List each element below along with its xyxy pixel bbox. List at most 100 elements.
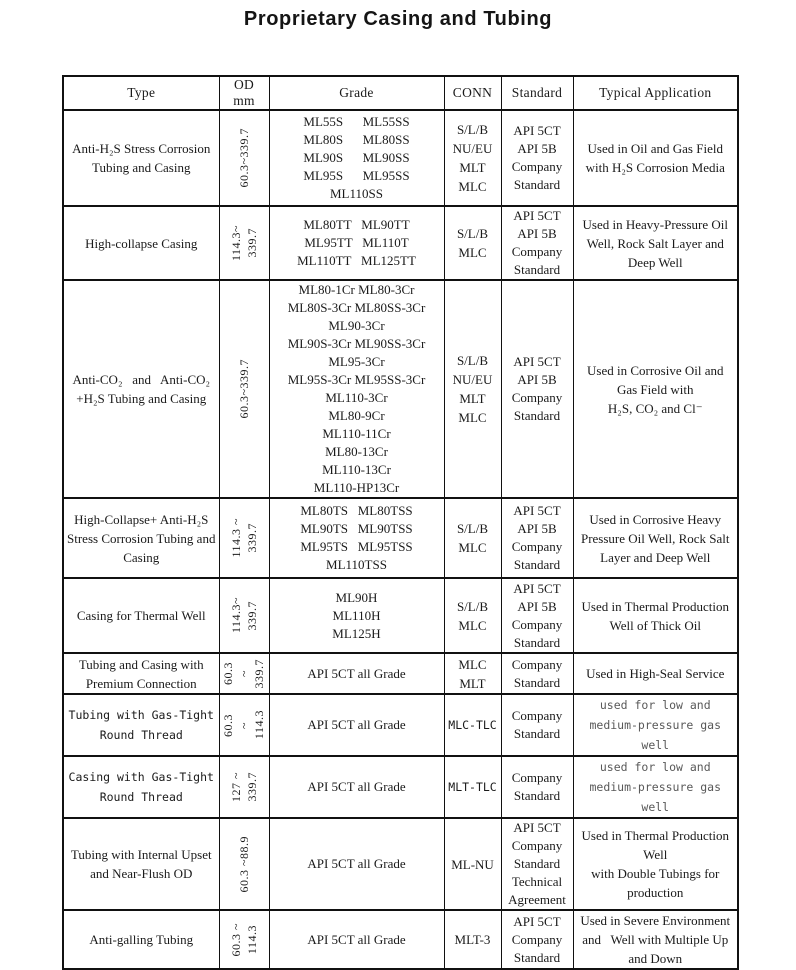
conn-cell: S/L/B MLC bbox=[443, 577, 502, 654]
od-range: 60.3 ~114.3 bbox=[220, 710, 268, 740]
conn-cell: S/L/B MLC bbox=[443, 497, 502, 579]
type-cell: High-Collapse+ Anti-H₂S Stress Corrosion… bbox=[62, 497, 220, 579]
od-cell: 127 ~339.7 bbox=[218, 755, 270, 819]
table-row: High-Collapse+ Anti-H₂S Stress Corrosion… bbox=[62, 497, 739, 579]
standard-cell: API 5CT API 5B Company Standard bbox=[500, 109, 574, 207]
casing-tubing-table: Type OD mm Grade CONN Standard Typical Applic… bbox=[62, 75, 739, 970]
column-header-od-mm: OD mm bbox=[218, 75, 270, 111]
od-cell: 60.3 ~114.3 bbox=[218, 909, 270, 970]
application-cell: Used in Corrosive Oil and Gas Field with… bbox=[572, 279, 739, 499]
conn-cell: ML-NU bbox=[443, 817, 502, 911]
type-cell: Tubing with Internal Upset and Near-Flus… bbox=[62, 817, 220, 911]
table-row: Anti-H₂S Stress Corrosion Tubing and Cas… bbox=[62, 109, 739, 207]
grade-cell: API 5CT all Grade bbox=[268, 755, 445, 819]
table-row: Anti-CO₂ and Anti-CO₂ +H₂S Tubing and Ca… bbox=[62, 279, 739, 499]
page-title: Proprietary Casing and Tubing bbox=[243, 8, 553, 30]
column-header-grade: Grade bbox=[268, 75, 445, 111]
od-vertical-text: 339.7 bbox=[244, 600, 259, 631]
application-cell: Used in Thermal Production Well with Dou… bbox=[572, 817, 739, 911]
od-range: 127 ~339.7 bbox=[220, 772, 268, 802]
column-header-conn: CONN bbox=[443, 75, 502, 111]
application-cell: Used in High-Seal Service bbox=[572, 652, 739, 695]
standard-cell: API 5CT API 5B Company Standard bbox=[500, 497, 574, 579]
grade-cell: ML80-1Cr ML80-3Cr ML80S-3Cr ML80SS-3Cr M… bbox=[268, 279, 445, 499]
type-cell: Tubing with Gas-Tight Round Thread bbox=[62, 693, 220, 757]
table-row: High-collapse Casing 114.3~ 339.7 ML80TT ML… bbox=[62, 205, 739, 281]
od-cell: 60.3~339.7 bbox=[218, 652, 270, 695]
od-cell: 60.3~339.7 bbox=[218, 109, 270, 207]
type-cell: Anti-H₂S Stress Corrosion Tubing and Cas… bbox=[62, 109, 220, 207]
od-vertical-text: 339.7 bbox=[244, 772, 259, 802]
application-cell: used for low and medium-pressure gas wel… bbox=[572, 693, 739, 757]
application-cell: Used in Severe Environment and Well with… bbox=[572, 909, 739, 970]
od-range: 60.3 ~114.3 bbox=[220, 922, 268, 957]
standard-cell: Company Standard bbox=[500, 755, 574, 819]
grade-cell: API 5CT all Grade bbox=[268, 693, 445, 757]
od-range: 60.3~339.7 bbox=[220, 359, 268, 419]
table-header: Type OD mm Grade CONN Standard Typical Applic… bbox=[62, 75, 739, 111]
type-cell: Casing for Thermal Well bbox=[62, 577, 220, 654]
conn-cell: S/L/B NU/EU MLT MLC bbox=[443, 109, 502, 207]
conn-cell: S/L/B NU/EU MLT MLC bbox=[443, 279, 502, 499]
standard-cell: API 5CT API 5B Company Standard bbox=[500, 279, 574, 499]
od-range: 114.3~ 339.7 bbox=[220, 224, 268, 262]
od-vertical-text: 60.3 ~88.9 bbox=[236, 835, 251, 893]
od-vertical-text: 127 ~ bbox=[228, 772, 243, 802]
application-cell: Used in Oil and Gas Field with H₂S Corro… bbox=[572, 109, 739, 207]
conn-cell: MLT-TLC bbox=[443, 755, 502, 819]
standard-cell: Company Standard bbox=[500, 693, 574, 757]
od-range: 60.3 ~88.9 bbox=[220, 835, 268, 893]
table-row: Tubing and Casing with Premium Connectio… bbox=[62, 652, 739, 695]
grade-cell: ML80TS ML80TSS ML90TS ML90TSS ML95TS ML9… bbox=[268, 497, 445, 579]
od-vertical-text: 60.3 bbox=[221, 662, 236, 685]
application-cell: used for low and medium-pressure gas wel… bbox=[572, 755, 739, 819]
conn-cell: S/L/B MLC bbox=[443, 205, 502, 281]
grade-cell: API 5CT all Grade bbox=[268, 909, 445, 970]
od-vertical-text: 339.7 bbox=[244, 228, 259, 258]
od-cell: 114.3~ 339.7 bbox=[218, 577, 270, 654]
standard-cell: API 5CT API 5B Company Standard bbox=[500, 205, 574, 281]
grade-cell: API 5CT all Grade bbox=[268, 652, 445, 695]
application-cell: Used in Heavy-Pressure Oil Well, Rock Sa… bbox=[572, 205, 739, 281]
od-vertical-text: 114.3 bbox=[244, 924, 259, 955]
table-row: Tubing with Gas-Tight Round Thread 60.3 ~1… bbox=[62, 693, 739, 757]
od-range: 60.3~339.7 bbox=[220, 658, 268, 689]
standard-cell: Company Standard bbox=[500, 652, 574, 695]
standard-cell: API 5CT Company Standard bbox=[500, 909, 574, 970]
od-cell: 60.3~339.7 bbox=[218, 279, 270, 499]
table-row: Casing with Gas-Tight Round Thread 127 ~3… bbox=[62, 755, 739, 819]
od-vertical-text: 114.3~ bbox=[228, 224, 243, 262]
type-cell: Anti-galling Tubing bbox=[62, 909, 220, 970]
od-vertical-text: ~ bbox=[236, 670, 251, 677]
application-cell: Used in Corrosive Heavy Pressure Oil Wel… bbox=[572, 497, 739, 579]
od-cell: 60.3 ~114.3 bbox=[218, 693, 270, 757]
od-vertical-text: 339.7 bbox=[252, 658, 267, 689]
od-cell: 114.3 ~339.7 bbox=[218, 497, 270, 579]
table-body: Anti-H₂S Stress Corrosion Tubing and Cas… bbox=[62, 109, 739, 970]
grade-cell: API 5CT all Grade bbox=[268, 817, 445, 911]
od-vertical-text: 60.3~339.7 bbox=[236, 359, 251, 419]
column-header-type: Type bbox=[62, 75, 220, 111]
od-vertical-text: 114.3 ~ bbox=[228, 518, 243, 558]
table-row: Anti-galling Tubing 60.3 ~114.3 API 5CT al… bbox=[62, 909, 739, 970]
od-range: 60.3~339.7 bbox=[220, 128, 268, 188]
od-vertical-text: 339.7 bbox=[244, 523, 259, 553]
grade-cell: ML90H ML110H ML125H bbox=[268, 577, 445, 654]
header-row: Type OD mm Grade CONN Standard Typical Applic… bbox=[62, 75, 739, 111]
od-vertical-text: 114.3 bbox=[252, 710, 267, 740]
conn-cell: MLC-TLC bbox=[443, 693, 502, 757]
table-row: Casing for Thermal Well 114.3~ 339.7 ML90H … bbox=[62, 577, 739, 654]
table-row: Tubing with Internal Upset and Near-Flus… bbox=[62, 817, 739, 911]
application-cell: Used in Thermal Production Well of Thick… bbox=[572, 577, 739, 654]
type-cell: Tubing and Casing with Premium Connectio… bbox=[62, 652, 220, 695]
column-header-standard: Standard bbox=[500, 75, 574, 111]
od-range: 114.3~ 339.7 bbox=[220, 597, 268, 633]
od-range: 114.3 ~339.7 bbox=[220, 518, 268, 558]
od-vertical-text: 60.3 ~ bbox=[228, 922, 243, 957]
standard-cell: API 5CT API 5B Company Standard bbox=[500, 577, 574, 654]
od-cell: 60.3 ~88.9 bbox=[218, 817, 270, 911]
od-vertical-text: 60.3~339.7 bbox=[236, 128, 251, 188]
conn-cell: MLC MLT bbox=[443, 652, 502, 695]
od-vertical-text: 60.3 bbox=[221, 713, 236, 737]
grade-cell: ML80TT ML90TT ML95TT ML110T ML110TT ML12… bbox=[268, 205, 445, 281]
